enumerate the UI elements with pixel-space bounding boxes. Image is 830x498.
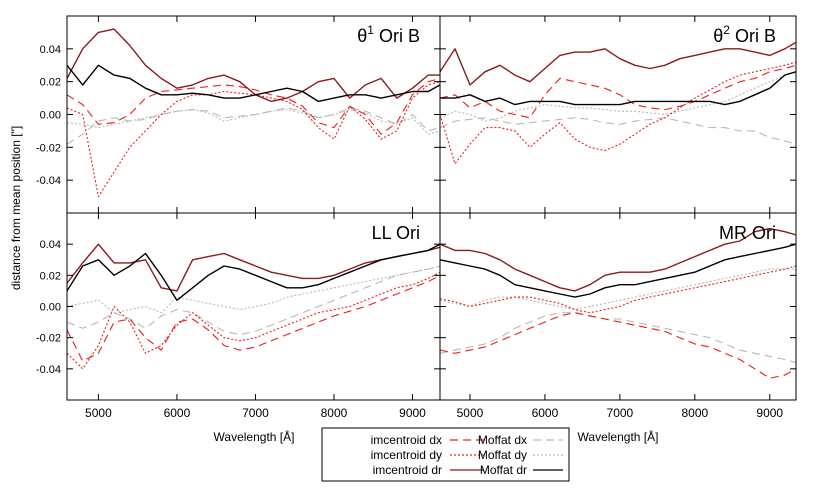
x-tick-label: 9000 (399, 406, 426, 420)
series-line-moffat-dx (67, 107, 440, 145)
series-line-moffat-dr (440, 71, 796, 106)
series-line-moffat-dr (67, 64, 440, 103)
x-tick-label: 5000 (457, 406, 484, 420)
x-tick-label: 8000 (681, 406, 708, 420)
panel-title: LL Ori (372, 223, 420, 243)
series-line-imcentroid-dy (440, 265, 796, 314)
series-line-moffat-dy (440, 71, 796, 122)
panel-title: θ2 Ori B (713, 23, 776, 46)
x-axis-label-right: Wavelength [Å] (578, 429, 659, 444)
legend-label: Moffat dr (480, 463, 527, 477)
series-group (67, 28, 440, 198)
series-line-imcentroid-dr (440, 227, 796, 292)
panel-title: θ1 Ori B (357, 23, 420, 46)
y-tick-label: 0.02 (40, 77, 61, 89)
legend-label: imcentroid dx (371, 433, 442, 447)
y-tick-label: 0.00 (40, 110, 61, 122)
series-line-moffat-dy (440, 268, 796, 311)
legend-label: imcentroid dy (371, 448, 442, 462)
y-tick-label: -0.02 (36, 333, 61, 345)
y-tick-label: -0.04 (36, 364, 61, 376)
x-tick-label: 6000 (532, 406, 559, 420)
series-line-imcentroid-dx (440, 312, 796, 379)
series-line-imcentroid-dx (440, 64, 796, 119)
x-tick-label: 8000 (321, 406, 348, 420)
chart-panel-top-right: θ2 Ori B (439, 15, 797, 214)
y-tick-label: 0.00 (40, 302, 61, 314)
panel-title: MR Ori (719, 223, 776, 243)
panels: -0.04 -0.02 0.00 0.02 0.04 θ1 Ori B θ2 Ori B 50… (36, 15, 797, 420)
series-line-moffat-dr (440, 243, 796, 298)
y-tick-label: 0.04 (40, 44, 61, 56)
series-line-imcentroid-dr (67, 243, 440, 292)
series-line-moffat-dy (67, 265, 440, 314)
series-line-moffat-dx (67, 265, 440, 336)
series-line-imcentroid-dy (67, 271, 440, 370)
x-tick-label: 7000 (607, 406, 634, 420)
chart-panel-top-left: -0.04 -0.02 0.00 0.02 0.04 θ1 Ori B (36, 15, 441, 214)
chart-panel-bottom-left: 5000 6000 7000 8000 9000 -0.04 -0.02 0.00 0.02 0.… (36, 212, 441, 420)
x-tick-label: 7000 (242, 406, 269, 420)
series-line-moffat-dx (440, 117, 796, 145)
y-axis-label: distance from mean position ["] (9, 126, 23, 290)
legend-label: Moffat dy (478, 448, 527, 462)
series-line-imcentroid-dy (440, 61, 796, 165)
series-line-imcentroid-dy (67, 81, 440, 198)
series-line-moffat-dy (67, 109, 440, 135)
x-tick-label: 5000 (85, 406, 112, 420)
x-tick-label: 6000 (164, 406, 191, 420)
legend-label: imcentroid dr (373, 463, 442, 477)
series-line-imcentroid-dr (440, 41, 796, 86)
series-group (440, 227, 796, 379)
series-line-moffat-dx (440, 312, 796, 364)
series-group (440, 41, 796, 165)
y-tick-label: -0.02 (36, 142, 61, 154)
series-line-imcentroid-dx (67, 274, 440, 362)
y-tick-label: 0.02 (40, 270, 61, 282)
series-line-imcentroid-dx (67, 77, 440, 135)
series-group (67, 243, 440, 370)
chart-panel-bottom-right: 5000 6000 7000 8000 9000 MR Ori (439, 212, 797, 420)
x-axis-label-left: Wavelength [Å] (214, 429, 295, 444)
x-tick-label: 9000 (756, 406, 783, 420)
series-line-moffat-dr (67, 243, 440, 301)
legend-box (321, 427, 570, 482)
y-tick-label: 0.04 (40, 239, 61, 251)
y-tick-label: -0.04 (36, 175, 61, 187)
legend-label: Moffat dx (478, 433, 527, 447)
